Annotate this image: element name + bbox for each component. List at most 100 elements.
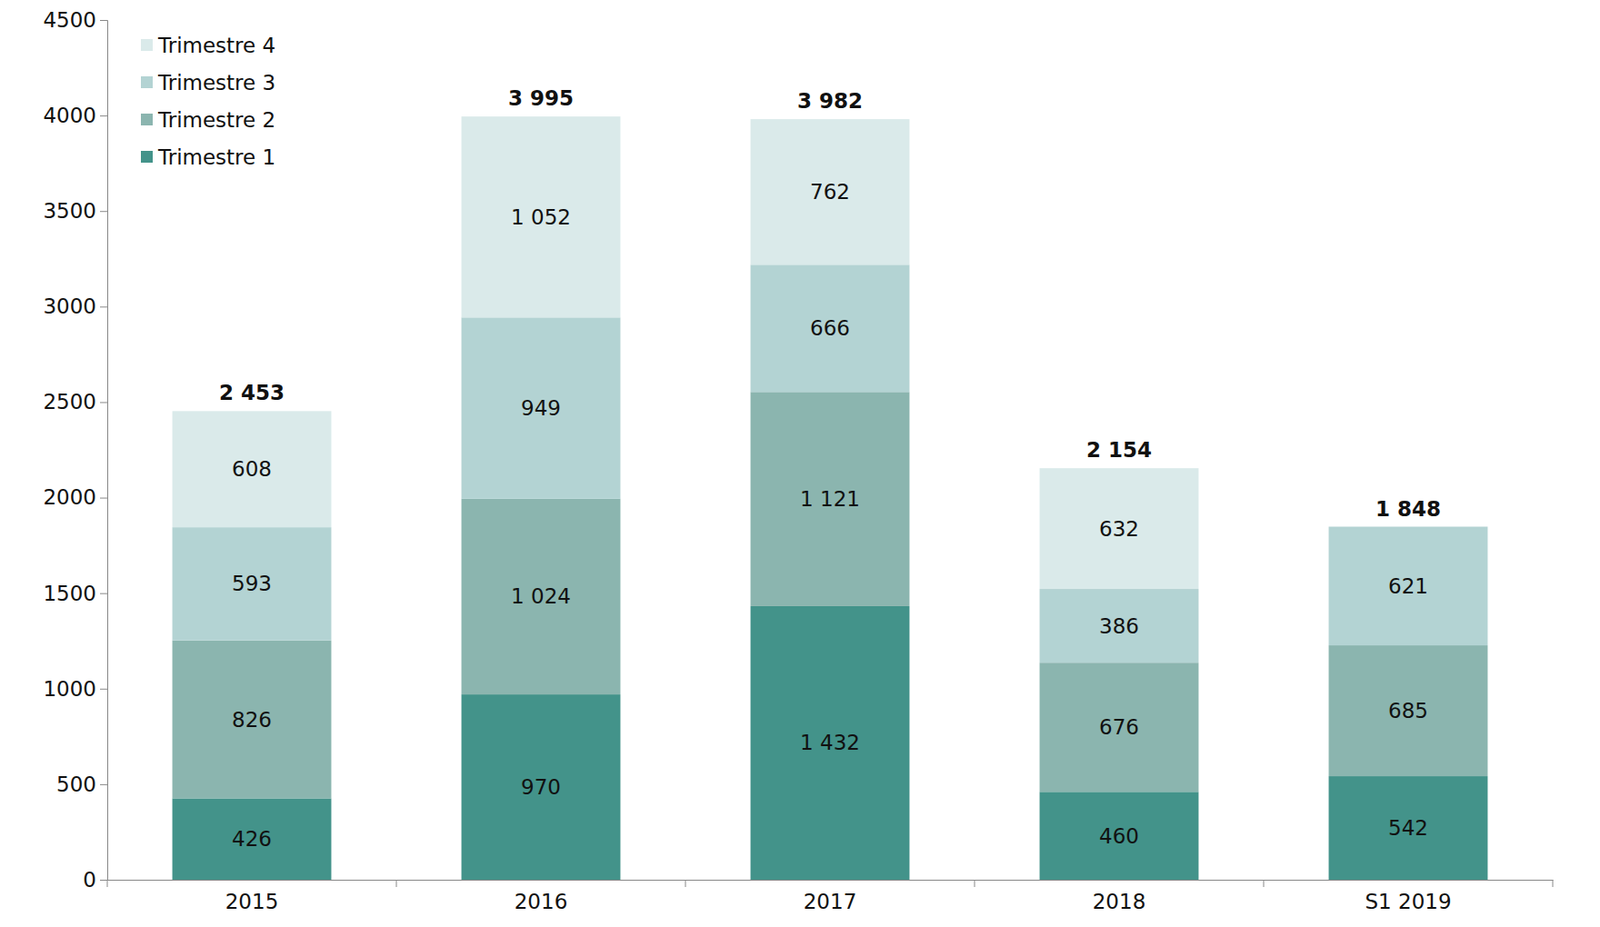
bar-segment: [750, 264, 910, 392]
y-tick: 1000: [42, 677, 108, 701]
data-label: 621: [1388, 574, 1429, 599]
data-label: 666: [810, 316, 850, 340]
y-tick-mark: [100, 401, 108, 403]
data-label: 762: [810, 180, 850, 204]
y-tick-label: 3500: [42, 199, 97, 223]
data-label: 676: [1099, 715, 1140, 740]
bar-segment: [461, 499, 621, 695]
data-label: 970: [520, 775, 561, 800]
legend-label: Trimestre 2: [157, 108, 276, 132]
y-tick: 0: [82, 868, 108, 892]
x-tick-label: 2015: [225, 890, 280, 914]
y-tick-label: 0: [82, 868, 97, 892]
y-tick-mark: [100, 115, 108, 117]
data-label: 949: [520, 396, 561, 420]
bar-segment: [750, 606, 910, 880]
y-tick-label: 1000: [42, 677, 97, 701]
x-tick-label: 2016: [514, 890, 569, 914]
bars: [172, 116, 1489, 880]
y-tick-mark: [100, 498, 108, 500]
legend-label: Trimestre 4: [157, 33, 276, 58]
x-tick-label: S1 2019: [1364, 890, 1451, 914]
y-tick-label: 3000: [42, 294, 97, 319]
bar-segment: [1329, 776, 1489, 880]
y-tick-label: 2500: [42, 390, 97, 414]
legend: Trimestre 4 Trimestre 3 Trimestre 2 Trimest…: [140, 33, 276, 170]
y-tick: 4500: [42, 8, 108, 32]
x-tick-label: 2018: [1092, 890, 1147, 914]
bar-segment: [1040, 468, 1200, 590]
total-label: 1 848: [1375, 497, 1441, 521]
data-label: 685: [1388, 699, 1429, 723]
data-label: 386: [1099, 614, 1140, 639]
bar-segment: [750, 391, 910, 607]
category-separator: [107, 880, 109, 888]
bar-segment: [461, 694, 621, 880]
x-tick-label: 2017: [803, 890, 858, 914]
legend-label: Trimestre 1: [157, 145, 276, 170]
y-tick: 3000: [42, 294, 108, 319]
data-label: 1 121: [800, 487, 860, 511]
x-tick: 2016: [514, 880, 569, 914]
total-label: 3 995: [508, 86, 574, 110]
legend-swatch: [140, 113, 153, 126]
data-label: 1 052: [510, 205, 571, 230]
bar-segment: [1329, 527, 1489, 647]
category-separator: [1263, 880, 1265, 888]
y-axis-line: [100, 20, 109, 881]
y-tick-label: 4000: [42, 103, 97, 128]
y-tick: 2000: [42, 485, 108, 510]
bar-segment: [1040, 662, 1200, 792]
legend-swatch: [140, 76, 153, 89]
y-tick-label: 1500: [42, 581, 97, 606]
x-tick: 2017: [803, 880, 858, 914]
bar-segment: [750, 119, 910, 265]
legend-swatch: [140, 150, 153, 163]
bar-segment: [1040, 791, 1200, 880]
chart: 4269701 4324605428261 0241 1216766855939…: [0, 0, 1600, 927]
bar-segment: [461, 116, 621, 318]
y-tick-mark: [100, 20, 108, 21]
data-labels: 4269701 4324605428261 0241 1216766855939…: [231, 180, 1429, 851]
y-tick: 4000: [42, 103, 108, 128]
data-label: 608: [231, 457, 272, 481]
y-tick-mark: [100, 689, 108, 690]
data-label: 593: [231, 571, 272, 596]
y-tick: 2500: [42, 390, 108, 414]
legend-label: Trimestre 3: [157, 70, 276, 95]
bar-segment: [1329, 645, 1489, 777]
x-axis-line: [108, 880, 1554, 881]
bar-segment: [461, 317, 621, 500]
bar-segment: [172, 640, 332, 800]
x-tick: S1 2019: [1364, 880, 1451, 914]
bar-segment: [172, 798, 332, 880]
data-label: 1 432: [800, 730, 860, 755]
bar-segment: [172, 410, 332, 528]
y-tick: 500: [56, 772, 108, 797]
y-tick: 3500: [42, 199, 108, 223]
data-label: 826: [231, 708, 272, 732]
y-tick-mark: [100, 880, 108, 881]
data-label: 460: [1099, 824, 1140, 849]
y-tick-mark: [100, 593, 108, 595]
y-tick-mark: [100, 306, 108, 308]
y-axis: 0 500 1000 1500 2000 2500 3000 3500 4000 4500: [42, 8, 108, 892]
category-separator: [1552, 880, 1554, 888]
x-axis: 2015 2016 2017 2018 S1 2019: [108, 880, 1554, 914]
y-tick-label: 2000: [42, 485, 97, 510]
data-label: 542: [1388, 816, 1429, 840]
y-tick-label: 500: [56, 772, 97, 797]
y-tick-mark: [100, 210, 108, 212]
legend-swatch: [140, 39, 153, 51]
x-tick: 2018: [1092, 880, 1147, 914]
total-label: 2 453: [219, 380, 285, 405]
x-tick: 2015: [225, 880, 280, 914]
total-label: 3 982: [797, 89, 863, 113]
category-separator: [974, 880, 976, 888]
category-separator: [396, 880, 398, 888]
bar-segment: [1040, 589, 1200, 663]
total-label: 2 154: [1086, 438, 1152, 462]
y-tick-label: 4500: [42, 8, 97, 32]
data-label: 1 024: [510, 584, 571, 609]
category-separator: [685, 880, 687, 888]
